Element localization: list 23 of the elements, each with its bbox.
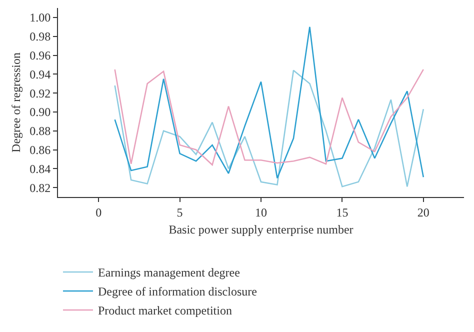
legend-label: Product market competition: [98, 304, 232, 318]
x-axis-title: Basic power supply enterprise number: [168, 222, 354, 236]
x-tick-label: 20: [417, 205, 430, 220]
y-tick-label: 0.82: [30, 180, 51, 195]
y-tick-label: 0.94: [30, 67, 51, 82]
x-tick-label: 10: [255, 205, 267, 220]
y-tick-label: 0.98: [30, 30, 51, 44]
y-tick-label: 0.88: [30, 124, 51, 138]
x-tick-label: 5: [176, 205, 183, 220]
y-tick-label: 0.92: [30, 86, 51, 100]
y-tick-label: 0.84: [30, 162, 51, 176]
y-tick-label: 1.00: [30, 10, 51, 25]
y-tick-label: 0.90: [30, 105, 51, 120]
legend-label: Degree of information disclosure: [98, 284, 257, 299]
x-tick-label: 0: [96, 205, 102, 220]
y-tick-label: 0.96: [30, 48, 51, 62]
line-series: [114, 68, 424, 166]
legend-label: Earnings management degree: [98, 266, 240, 280]
y-tick-label: 0.86: [30, 142, 51, 157]
x-tick-label: 15: [336, 205, 348, 220]
line-series: [114, 70, 424, 188]
line-series: [114, 26, 424, 179]
y-axis-title: Degree of regression: [8, 52, 23, 152]
